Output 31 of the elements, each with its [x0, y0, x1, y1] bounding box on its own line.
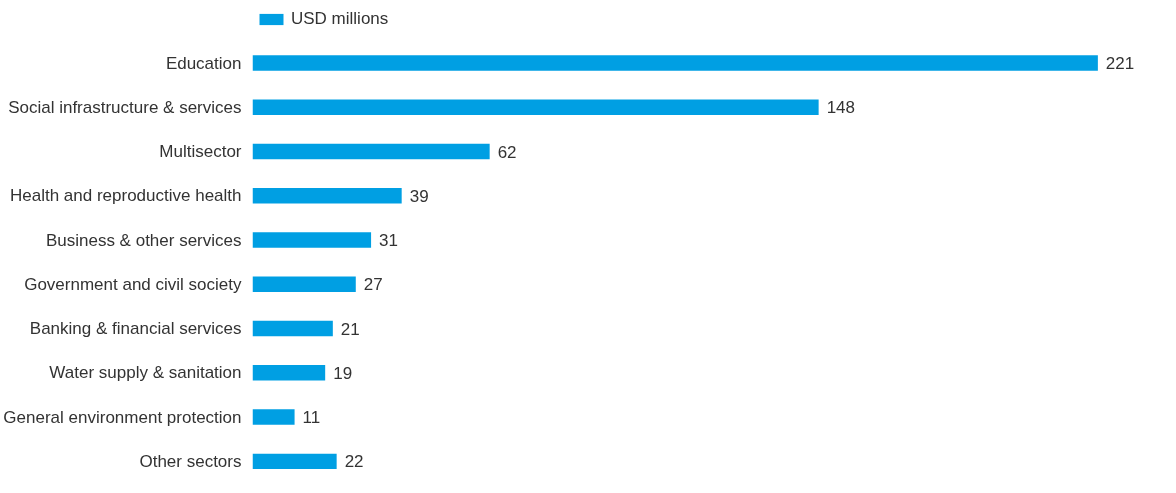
bar: [252, 453, 337, 470]
bar: [252, 55, 1098, 71]
y-tick-label: Business & other services: [45, 230, 242, 250]
bar: [252, 276, 356, 293]
bar: [252, 99, 819, 116]
data-label: 221: [1105, 54, 1135, 74]
y-tick-label: Government and civil society: [24, 274, 242, 294]
y-tick-label: Other sectors: [139, 451, 242, 471]
bar: [252, 320, 333, 337]
data-label: 27: [363, 275, 383, 295]
bar: [252, 188, 402, 204]
data-label: 11: [302, 408, 321, 428]
y-tick-label: General environment protection: [3, 407, 242, 427]
y-tick-label: Social infrastructure & services: [8, 97, 242, 117]
bar: [252, 232, 372, 248]
y-tick-label: Banking & financial services: [29, 319, 242, 339]
bar: [252, 409, 295, 425]
bar: [252, 365, 326, 381]
legend-label: USD millions: [291, 9, 389, 29]
data-label: 62: [497, 142, 517, 162]
data-label: 148: [826, 98, 856, 118]
data-label: 22: [344, 452, 364, 472]
data-label: 21: [340, 319, 360, 339]
bar: [252, 143, 490, 160]
y-tick-label: Multisector: [159, 142, 242, 162]
y-tick-label: Health and reproductive health: [9, 186, 242, 206]
y-tick-label: Education: [165, 53, 242, 73]
data-label: 31: [379, 231, 398, 251]
data-label: 39: [409, 186, 429, 206]
y-tick-label: Water supply & sanitation: [49, 363, 242, 383]
data-label: 19: [333, 363, 353, 383]
